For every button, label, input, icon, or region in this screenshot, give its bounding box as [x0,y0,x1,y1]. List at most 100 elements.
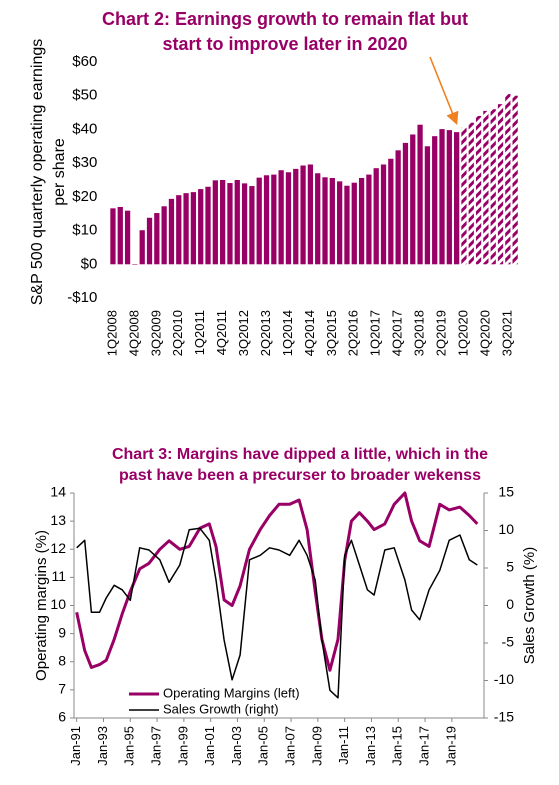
y-tick-label: 6 [58,709,66,725]
y-tick-label: $20 [72,188,97,205]
x-tick-label: Jan-09 [309,726,324,766]
bar [402,142,409,265]
y-axis-label: Operating margins (%) [33,530,50,681]
chart-title: past have been a precurser to broader we… [119,467,481,484]
x-tick-label: 3Q2009 [148,310,163,356]
x-tick-label: Jan-13 [363,726,378,766]
x-tick-label: Jan-97 [149,726,164,766]
bar [110,208,116,265]
x-tick-label: Jan-11 [336,726,351,765]
x-tick-label: Jan-95 [122,726,137,766]
x-tick-label: Jan-19 [443,726,458,766]
x-tick-label: 4Q2014 [302,310,317,356]
bar [468,122,474,265]
bar [263,175,270,265]
bar [337,181,343,265]
y2-tick-label: 5 [506,559,514,575]
bar [139,230,145,265]
x-tick-label: 2Q2016 [346,310,361,356]
y-tick-label: -$10 [67,289,97,306]
bar [168,198,175,265]
chart-title: Chart 3: Margins have dipped a little, w… [112,446,488,463]
bar [227,183,233,265]
bar [388,158,394,265]
bar [497,104,504,265]
bar [380,164,387,265]
x-tick-label: 2Q2013 [258,310,273,356]
x-tick-label: Jan-07 [282,726,297,766]
bar [410,134,416,265]
x-tick-label: 3Q2018 [412,310,427,356]
bar [117,206,123,265]
x-tick-label: Jan-93 [95,726,110,766]
x-tick-label: 4Q2017 [390,310,405,356]
y-tick-label: $30 [72,154,97,171]
bar [358,177,365,265]
bar [176,195,182,265]
bar [198,189,204,265]
y2-tick-label: 0 [506,596,514,612]
x-tick-label: 2Q2019 [433,310,448,356]
x-tick-label: 3Q2012 [236,310,251,356]
x-tick-label: 3Q2015 [324,310,339,356]
bar [505,94,511,265]
y-axis-label: per share [51,138,68,206]
x-tick-label: Jan-17 [416,726,431,766]
bar [439,129,445,265]
bar [132,264,138,265]
bar [490,109,496,265]
bar [278,170,284,265]
bar [234,180,240,265]
bar [366,174,372,265]
bar [293,168,299,265]
x-tick-label: Jan-01 [202,726,217,766]
bar [417,124,423,265]
x-tick-label: 4Q2011 [214,310,229,355]
x-tick-label: 2Q2010 [170,310,185,356]
bar [190,192,197,265]
bar [446,130,452,265]
bar [154,213,160,265]
y2-tick-label: -5 [502,634,515,650]
y-tick-label: $60 [72,53,97,70]
bar [432,136,438,265]
y2-tick-label: 15 [498,484,514,500]
bar [256,177,262,265]
bar [183,193,189,265]
y-tick-label: 14 [50,484,66,500]
y-tick-label: 13 [50,512,66,528]
y-tick-label: 7 [58,681,66,697]
bar [124,210,131,265]
y-tick-label: $50 [72,87,97,104]
bar [454,132,460,265]
x-tick-label: 1Q2017 [368,310,383,356]
bar [344,185,350,265]
series-line [76,527,478,699]
bar [351,182,357,265]
bar [512,95,518,265]
y-tick-label: 11 [51,568,66,584]
x-tick-label: Jan-05 [256,726,271,766]
y-tick-label: 10 [50,596,66,612]
legend-label: Sales Growth (right) [163,701,279,716]
bar [146,217,153,265]
bar [300,165,306,265]
bar [285,172,292,265]
annotation-arrow [429,56,459,125]
x-tick-label: Jan-15 [390,726,405,766]
bar [315,173,321,265]
x-tick-label: 1Q2014 [280,310,295,356]
x-tick-label: 4Q2008 [126,310,141,356]
bar [424,146,431,265]
bar [241,183,248,265]
bar [249,186,255,265]
y-axis-label: S&P 500 quarterly operating earnings [29,39,46,306]
bar [212,180,218,265]
y-tick-label: $10 [72,222,97,239]
bar [205,186,211,265]
y-tick-label: 12 [50,540,66,556]
y-tick-label: $0 [81,255,98,272]
bar [475,115,482,265]
x-tick-label: Jan-91 [68,726,83,766]
